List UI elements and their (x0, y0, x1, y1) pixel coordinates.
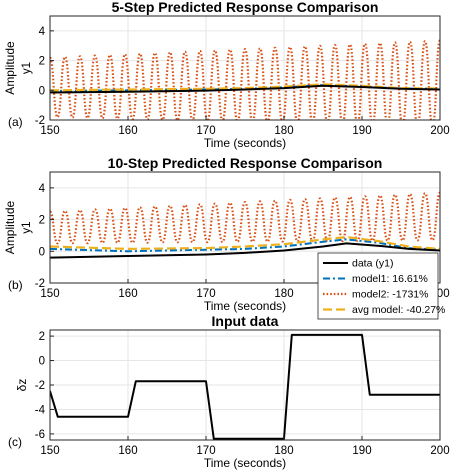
legend: data (y1) model1: 16.61% model2: -1731% avg… (317, 252, 445, 320)
x-tick-label: 170 (196, 125, 215, 137)
axes-frame (49, 15, 441, 121)
legend-label-model2: model2: -1731% (352, 289, 428, 301)
x-axis-label: Time (seconds) (204, 456, 286, 470)
y-tick-label: 2 (39, 331, 45, 343)
series-model2-line (50, 39, 440, 120)
series-group (50, 39, 440, 120)
panel-3: 150 160 170 180 190 200 -6 -4 -2 0 2 Input data Time… (8, 313, 450, 470)
y-tick-label: -4 (35, 404, 46, 416)
x-tick-label: 190 (352, 125, 371, 137)
y-axis-label: Amplitude (3, 201, 17, 255)
series-data-line (50, 333, 440, 440)
y-tick-label: -2 (35, 115, 45, 127)
y-tick-label: 0 (39, 85, 45, 97)
x-tick-label: 150 (40, 288, 59, 300)
y-tick-label: -2 (35, 380, 45, 392)
panel-label: (a) (8, 115, 23, 129)
x-tick-label: 150 (40, 125, 59, 137)
series-data-line (50, 84, 440, 94)
y-tick-label: 0 (39, 356, 45, 368)
legend-label-model1: model1: 16.61% (352, 273, 428, 285)
y-tick-label: -6 (35, 429, 45, 441)
x-tick-label: 180 (274, 288, 293, 300)
y-tick-label: 4 (39, 183, 46, 195)
x-tick-label: 160 (118, 445, 137, 457)
y-tick-label: -2 (35, 278, 45, 290)
x-tick-label: 190 (352, 445, 371, 457)
legend-label-avg: avg model: -40.27% (352, 304, 445, 316)
chart-title: 5-Step Predicted Response Comparison (112, 0, 379, 15)
panel-label: (c) (8, 435, 22, 449)
panel-1: 150 160 170 180 190 200 -2 0 2 4 5-Step Predicted … (3, 0, 450, 150)
x-tick-label: 200 (430, 445, 449, 457)
series-group (50, 191, 440, 259)
x-axis-label: Time (seconds) (204, 299, 286, 313)
chart-title: 10-Step Predicted Response Comparison (108, 155, 383, 171)
x-tick-label: 150 (40, 445, 59, 457)
axes-frame (49, 171, 441, 284)
series-model2-line (50, 191, 440, 245)
x-tick-label: 200 (430, 125, 449, 137)
x-tick-label: 170 (196, 445, 215, 457)
y-tick-label: 4 (39, 26, 46, 38)
x-tick-label: 170 (196, 288, 215, 300)
x-tick-label: 160 (118, 125, 137, 137)
y-axis-label: Amplitude (3, 41, 17, 95)
y-tick-label: 0 (39, 246, 45, 258)
legend-label-data: data (y1) (352, 258, 393, 270)
x-axis-label: Time (seconds) (204, 136, 286, 150)
series-avg-line (50, 235, 440, 250)
x-tick-label: 180 (274, 445, 293, 457)
y-axis-sublabel: y1 (21, 62, 33, 74)
chart-title: Input data (212, 313, 279, 329)
x-tick-label: 180 (274, 125, 293, 137)
series-data-line (50, 242, 440, 259)
series-group (50, 333, 440, 440)
y-axis-label: δz (15, 379, 29, 392)
y-axis-sublabel: y1 (21, 221, 33, 233)
x-tick-label: 160 (118, 288, 137, 300)
y-tick-label: 2 (39, 56, 45, 68)
panel-label: (b) (8, 278, 23, 292)
y-tick-label: 2 (39, 215, 45, 227)
